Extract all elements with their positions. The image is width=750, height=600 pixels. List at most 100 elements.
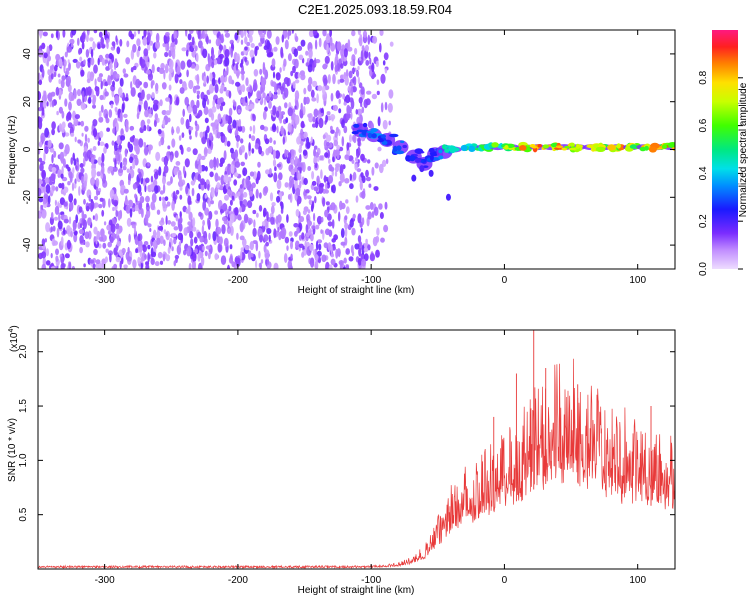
spectrogram-noise-blob <box>330 61 334 71</box>
spectrogram-noise-blob <box>336 150 340 160</box>
spectrogram-noise-blob <box>38 179 43 185</box>
spectrogram-noise-blob <box>58 123 63 132</box>
spectrogram-noise-blob <box>124 199 129 206</box>
spectrogram-noise-blob <box>84 231 90 239</box>
spectrogram-noise-blob <box>97 43 101 50</box>
spectrogram-y-ticks: -40 -20 0 20 40 <box>22 48 675 252</box>
spectrogram-noise-blob <box>108 109 113 118</box>
spectrogram-noise-blob <box>38 197 44 203</box>
spectrogram-noise-blob <box>61 166 64 176</box>
spectrogram-noise-blob <box>256 212 259 218</box>
spectrogram-noise-blob <box>67 59 70 64</box>
spectrogram-noise-blob <box>276 179 282 190</box>
spectrogram-noise-blob <box>325 114 328 123</box>
spectrogram-noise-blob <box>55 53 61 61</box>
spectrogram-noise-blob <box>298 162 303 168</box>
spectrogram-noise-blob <box>330 114 336 121</box>
spectrogram-noise-blob <box>75 61 81 69</box>
spectrogram-noise-blob <box>90 157 95 165</box>
spectrogram-noise-blob <box>237 215 242 221</box>
spectrogram-noise-blob <box>187 105 193 114</box>
spectrogram-noise-blob <box>217 243 222 253</box>
spectrogram-noise-blob <box>187 33 192 41</box>
spectrogram-noise-blob <box>47 69 51 76</box>
spectrogram-noise-blob <box>44 177 50 184</box>
spectrogram-noise-blob <box>38 148 41 155</box>
spectrogram-noise-blob <box>163 155 169 167</box>
spectrogram-noise-blob <box>286 214 289 223</box>
spectrogram-noise-blob <box>83 180 87 188</box>
spectrogram-noise-blob <box>346 104 351 115</box>
spectrogram-noise-blob <box>223 237 229 247</box>
spectrogram-noise-blob <box>299 180 302 189</box>
spectrogram-ridge-blob <box>661 144 668 149</box>
spectrogram-noise-blob <box>265 241 269 247</box>
spectrogram-noise-blob <box>147 223 152 228</box>
spectrogram-noise-blob <box>325 134 332 142</box>
spectrogram-noise-blob <box>243 213 249 224</box>
spectrogram-noise-blob <box>44 238 47 243</box>
spectrogram-noise-blob <box>322 197 326 207</box>
spectrogram-noise-blob <box>167 246 171 254</box>
spectrogram-noise-blob <box>258 42 263 47</box>
spectrogram-x-label: Height of straight line (km) <box>298 285 415 296</box>
spectrogram-noise-blob <box>330 253 335 258</box>
spectrogram-noise-blob <box>283 87 289 99</box>
spectrogram-noise-blob <box>289 180 292 189</box>
spectrogram-noise-blob <box>233 101 237 107</box>
spectrogram-noise-blob <box>122 157 128 167</box>
spectrogram-noise-blob <box>49 147 55 153</box>
spectrogram-noise-blob <box>38 72 41 81</box>
spectrogram-ridge-blob <box>671 146 675 151</box>
spectrogram-noise-blob <box>179 185 183 191</box>
spectrogram-noise-blob <box>215 218 219 229</box>
spectrogram-noise-blob <box>51 128 55 136</box>
spectrogram-noise-blob <box>235 134 241 142</box>
spectrogram-noise-blob <box>323 77 328 87</box>
spectrogram-noise-blob <box>221 224 226 235</box>
spectrogram-noise-blob <box>209 83 214 94</box>
spectrogram-noise-blob <box>236 140 239 149</box>
spectrogram-noise-blob <box>320 108 324 114</box>
spectrogram-noise-blob <box>109 252 112 263</box>
spectrogram-noise-blob <box>201 32 204 38</box>
spectrogram-noise-blob <box>266 259 270 265</box>
snr-plot-area <box>38 330 675 569</box>
spectrogram-noise-blob <box>173 226 179 231</box>
spectrogram-noise-blob <box>241 125 246 133</box>
spectrogram-noise-blob <box>300 140 304 146</box>
spectrogram-noise-blob <box>361 258 367 267</box>
spectrogram-noise-blob <box>56 59 59 66</box>
spectrogram-noise-blob <box>280 208 284 214</box>
spectrogram-noise-blob <box>313 145 318 150</box>
spectrogram-noise-blob <box>365 238 368 244</box>
spectrogram-noise-blob <box>51 154 54 164</box>
spectrogram-noise-blob <box>171 246 174 252</box>
spectrogram-noise-blob <box>52 240 58 246</box>
spectrogram-noise-blob <box>162 119 166 128</box>
spectrogram-noise-blob <box>116 139 121 144</box>
spectrogram-noise-blob <box>115 122 119 132</box>
spectrogram-noise-blob <box>251 135 256 142</box>
spectrogram-noise-blob <box>191 187 195 197</box>
spectrogram-noise-blob <box>43 185 47 194</box>
spectrogram-noise-blob <box>252 240 258 245</box>
spectrogram-noise-blob <box>389 41 394 47</box>
snr-y-ticks: 0.5 1.0 1.5 2.0 <box>18 344 675 522</box>
spectrogram-noise-blob <box>324 189 329 194</box>
spectrogram-noise-blob <box>367 244 371 251</box>
spectrogram-noise-blob <box>367 34 371 45</box>
spectrogram-noise-blob <box>40 132 46 143</box>
spectrogram-noise-blob <box>361 45 365 52</box>
spectrogram-noise-blob <box>104 59 108 64</box>
spectrogram-noise-blob <box>215 38 221 47</box>
spectrogram-noise-blob <box>344 227 348 238</box>
spectrogram-noise-blob <box>78 48 81 55</box>
spectrogram-noise-blob <box>77 37 80 46</box>
spectrogram-noise-blob <box>112 166 118 172</box>
spectrogram-noise-blob <box>382 60 386 66</box>
spectrogram-noise-blob <box>358 97 363 104</box>
spectrogram-noise-blob <box>357 108 363 116</box>
spectrogram-noise-blob <box>214 253 219 261</box>
spectrogram-noise-blob <box>283 253 288 263</box>
